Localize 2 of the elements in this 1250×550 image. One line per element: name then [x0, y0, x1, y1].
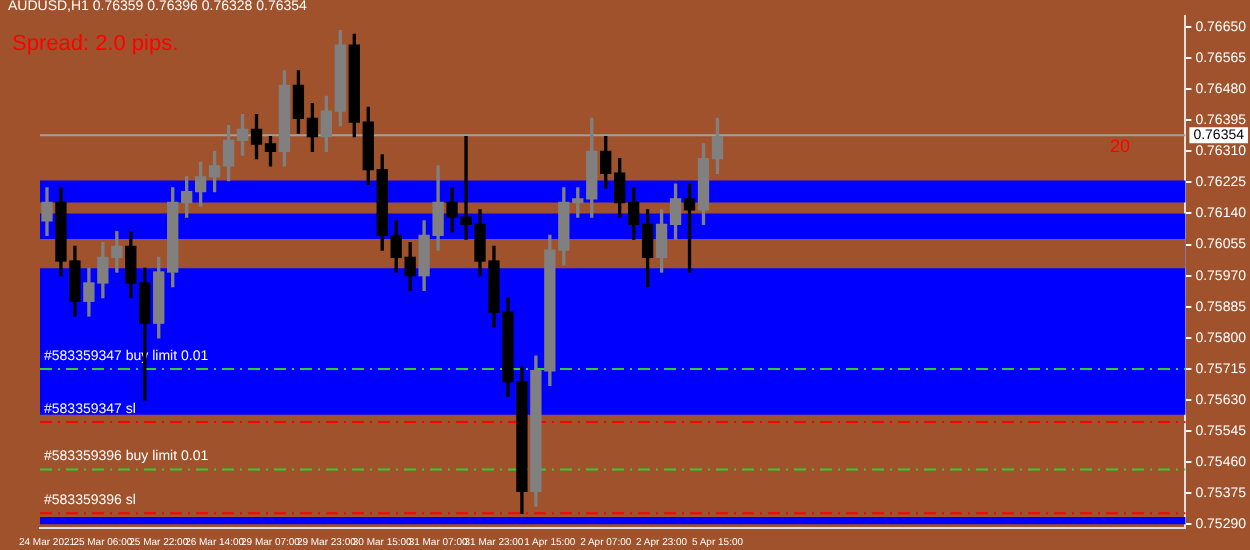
annotation: 20	[1109, 136, 1130, 156]
annotation: Spread: 2.0 pips.	[12, 32, 179, 56]
